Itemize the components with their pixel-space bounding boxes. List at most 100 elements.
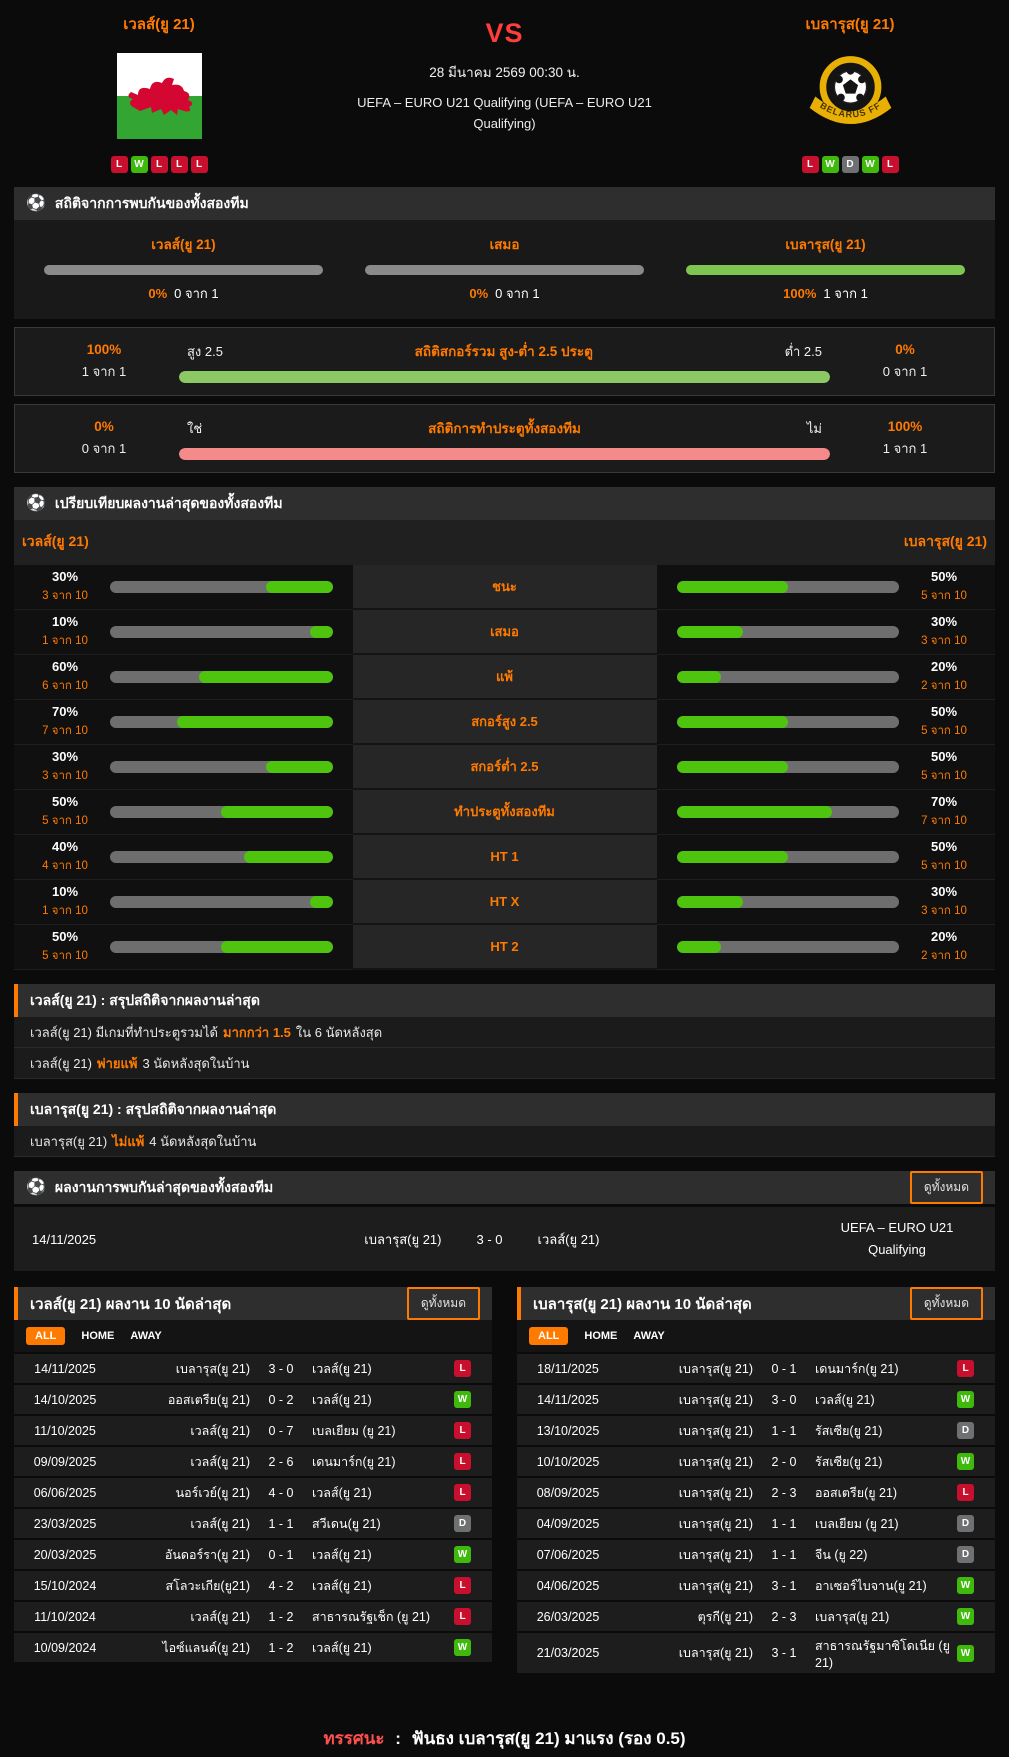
comparison-away-stat: 20% 2 จาก 10: [921, 929, 967, 962]
form-badge-l: L: [881, 156, 899, 173]
match-row[interactable]: 18/11/2025 เบลารุส(ยู 21) 0 - 1 เดนมาร์ก…: [517, 1354, 995, 1384]
soccer-ball-icon: ⚽: [26, 494, 46, 512]
tab-all[interactable]: ALL: [26, 1327, 66, 1346]
match-row[interactable]: 09/09/2025 เวลส์(ยู 21) 2 - 6 เดนมาร์ก(ย…: [14, 1447, 492, 1477]
match-score: 1 - 2: [268, 1609, 294, 1624]
h2h-col-label: เวลส์(ยู 21): [151, 237, 216, 252]
match-row[interactable]: 08/09/2025 เบลารุส(ยู 21) 2 - 3 ออสเตรีย…: [517, 1478, 995, 1508]
away-summary-section: เบลารุส(ยู 21) : สรุปสถิติจากผลงานล่าสุด…: [14, 1093, 995, 1157]
away-recent-view-all-button[interactable]: ดูทั้งหมด: [909, 1287, 983, 1321]
h2h-col-home: เวลส์(ยู 21) 0% 0 จาก 1: [44, 233, 323, 304]
match-row[interactable]: 07/06/2025 เบลารุส(ยู 21) 1 - 1 จีน (ยู …: [517, 1540, 995, 1570]
match-row[interactable]: 11/10/2025 เวลส์(ยู 21) 0 - 7 เบลเยียม (…: [14, 1416, 492, 1446]
h2h-col-count: 0 จาก 1: [174, 286, 219, 301]
match-row[interactable]: 11/10/2024 เวลส์(ยู 21) 1 - 2 สาธารณรัฐเ…: [14, 1602, 492, 1632]
match-away-team: เวลส์(ยู 21): [815, 1392, 875, 1407]
comparison-away-stat: 50% 5 จาก 10: [921, 569, 967, 602]
tab-home[interactable]: HOME: [81, 1330, 115, 1343]
home-summary-section: เวลส์(ยู 21) : สรุปสถิติจากผลงานล่าสุด เ…: [14, 984, 995, 1079]
away-recent-title: เบลารุส(ยู 21) ผลงาน 10 นัดล่าสุด: [533, 1295, 752, 1313]
comparison-home-stat: 30% 3 จาก 10: [42, 749, 88, 782]
match-home-team: เบลารุส(ยู 21): [678, 1646, 753, 1661]
match-date: 14/11/2025: [537, 1392, 599, 1407]
match-score: 0 - 1: [771, 1361, 797, 1376]
btts-yes-pct: 0%: [94, 418, 114, 434]
match-result-badge: D: [957, 1546, 974, 1564]
match-row[interactable]: 14/11/2025 เบลารุส(ยู 21) 3 - 0 เวลส์(ยู…: [517, 1385, 995, 1415]
match-away-team: สวีเดน(ยู 21): [312, 1516, 381, 1531]
h2h-results-title: ผลงานการพบกันล่าสุดของทั้งสองทีม: [54, 1178, 274, 1195]
match-row[interactable]: 26/03/2025 ตุรกี(ยู 21) 2 - 3 เบลารุส(ยู…: [517, 1602, 995, 1632]
match-date: 21/03/2025: [536, 1646, 600, 1661]
btts-title: สถิติการทำประตูทั้งสองทีม: [428, 421, 581, 436]
comparison-home-bar: [110, 806, 333, 818]
comparison-home-stat: 10% 1 จาก 10: [42, 884, 88, 917]
h2h-match-score: 3 - 0: [476, 1231, 503, 1247]
match-home-team: เบลารุส(ยู 21): [678, 1578, 753, 1593]
h2h-view-all-button[interactable]: ดูทั้งหมด: [909, 1171, 983, 1204]
match-score: 3 - 1: [771, 1578, 797, 1593]
belarus-crest-icon: BELARUS FF: [803, 50, 898, 142]
tab-away[interactable]: AWAY: [130, 1330, 162, 1343]
match-result-badge: W: [957, 1608, 974, 1626]
match-row[interactable]: 15/10/2024 สโลวะเกีย(ยู21) 4 - 2 เวลส์(ย…: [14, 1571, 492, 1601]
recent-tables: เวลส์(ยู 21) ผลงาน 10 นัดล่าสุด ดูทั้งหม…: [14, 1287, 995, 1674]
match-away-team: เวลส์(ยู 21): [312, 1392, 372, 1407]
match-home-team: เบลารุส(ยู 21): [678, 1454, 753, 1469]
under-label: ต่ำ 2.5: [784, 344, 822, 359]
match-row[interactable]: 14/11/2025 เบลารุส(ยู 21) 3 - 0 เวลส์(ยู…: [14, 1354, 492, 1384]
tab-away[interactable]: AWAY: [633, 1330, 665, 1343]
match-away-team: รัสเซีย(ยู 21): [815, 1423, 883, 1438]
comparison-row: 50% 5 จาก 10 HT 2 20% 2 จาก 10: [14, 925, 995, 970]
match-home-team: นอร์เวย์(ยู 21): [175, 1485, 250, 1500]
match-score: 2 - 0: [771, 1454, 797, 1469]
match-home-team: เวลส์(ยู 21): [190, 1454, 250, 1469]
verdict-separator: :: [395, 1729, 401, 1749]
match-row[interactable]: 20/03/2025 อันดอร์รา(ยู 21) 0 - 1 เวลส์(…: [14, 1540, 492, 1570]
tab-all[interactable]: ALL: [529, 1327, 569, 1346]
form-badge-w: W: [130, 156, 148, 173]
home-recent-rows: 14/11/2025 เบลารุส(ยู 21) 3 - 0 เวลส์(ยู…: [14, 1354, 492, 1663]
comparison-away-bar: [676, 851, 899, 863]
match-home-team: เบลารุส(ยู 21): [678, 1392, 753, 1407]
comparison-rows: 30% 3 จาก 10 ชนะ 50% 5 จาก 10 10% 1 จาก 10 …: [14, 565, 995, 970]
h2h-match-row[interactable]: 14/11/2025 เบลารุส(ยู 21) 3 - 0 เวลส์(ยู…: [14, 1207, 995, 1272]
comparison-home-bar: [110, 716, 333, 728]
over-pct: 100%: [86, 341, 122, 357]
match-row[interactable]: 14/10/2025 ออสเตรีย(ยู 21) 0 - 2 เวลส์(ย…: [14, 1385, 492, 1415]
match-date: 08/09/2025: [536, 1485, 600, 1500]
h2h-col-pct: 0%: [469, 286, 489, 301]
match-score: 2 - 3: [771, 1485, 797, 1500]
match-away-team: เดนมาร์ก(ยู 21): [312, 1454, 396, 1469]
over-count: 1 จาก 1: [81, 363, 127, 379]
under-count: 0 จาก 1: [882, 363, 928, 379]
comparison-home-bar: [110, 896, 333, 908]
h2h-match-date: 14/11/2025: [32, 1231, 97, 1247]
home-recent-view-all-button[interactable]: ดูทั้งหมด: [406, 1287, 480, 1321]
match-row[interactable]: 10/10/2025 เบลารุส(ยู 21) 2 - 0 รัสเซีย(…: [517, 1447, 995, 1477]
form-badge-l: L: [801, 156, 819, 173]
over-stat: 100% 1 จาก 1: [29, 342, 179, 382]
match-row[interactable]: 04/06/2025 เบลารุส(ยู 21) 3 - 1 อาเซอร์ไ…: [517, 1571, 995, 1601]
match-row[interactable]: 21/03/2025 เบลารุส(ยู 21) 3 - 1 สาธารณรั…: [517, 1633, 995, 1674]
comparison-row: 50% 5 จาก 10 ทำประตูทั้งสองทีม 70% 7 จาก 1…: [14, 790, 995, 835]
h2h-col-label: เสมอ: [489, 237, 520, 252]
match-away-team: เดนมาร์ก(ยู 21): [815, 1361, 899, 1376]
match-row[interactable]: 06/06/2025 นอร์เวย์(ยู 21) 4 - 0 เวลส์(ย…: [14, 1478, 492, 1508]
match-home-team: เวลส์(ยู 21): [190, 1423, 250, 1438]
match-home-team: เบลารุส(ยู 21): [678, 1423, 753, 1438]
match-home-team: ออสเตรีย(ยู 21): [167, 1392, 250, 1407]
match-row[interactable]: 23/03/2025 เวลส์(ยู 21) 1 - 1 สวีเดน(ยู …: [14, 1509, 492, 1539]
under-pct: 0%: [895, 341, 915, 357]
match-info: VS 28 มีนาคม 2569 00:30 น. UEFA – EURO U…: [304, 8, 705, 173]
wales-flag-icon: [116, 50, 202, 142]
match-row[interactable]: 04/09/2025 เบลารุส(ยู 21) 1 - 1 เบลเยียม…: [517, 1509, 995, 1539]
tab-home[interactable]: HOME: [584, 1330, 618, 1343]
h2h-col-draw: เสมอ 0% 0 จาก 1: [365, 233, 644, 304]
match-date: 14/11/2025: [34, 1361, 96, 1376]
match-row[interactable]: 13/10/2025 เบลารุส(ยู 21) 1 - 1 รัสเซีย(…: [517, 1416, 995, 1446]
form-badge-l: L: [190, 156, 208, 173]
match-row[interactable]: 10/09/2024 ไอซ์แลนด์(ยู 21) 1 - 2 เวลส์(…: [14, 1633, 492, 1663]
match-home-team: เบลารุส(ยู 21): [678, 1485, 753, 1500]
